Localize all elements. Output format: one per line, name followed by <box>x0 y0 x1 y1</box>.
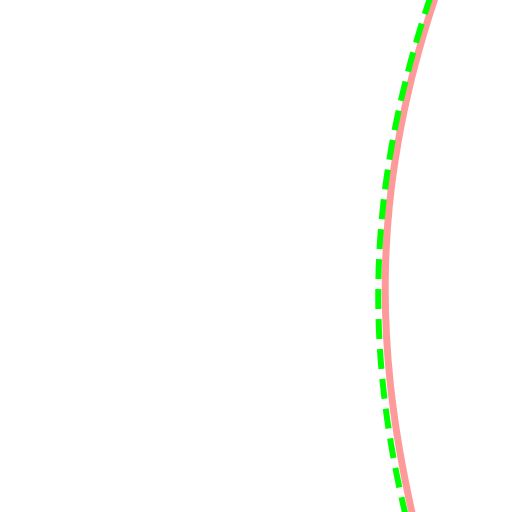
solid-pink-arc <box>381 0 439 512</box>
dashed-green-arc <box>375 0 433 512</box>
